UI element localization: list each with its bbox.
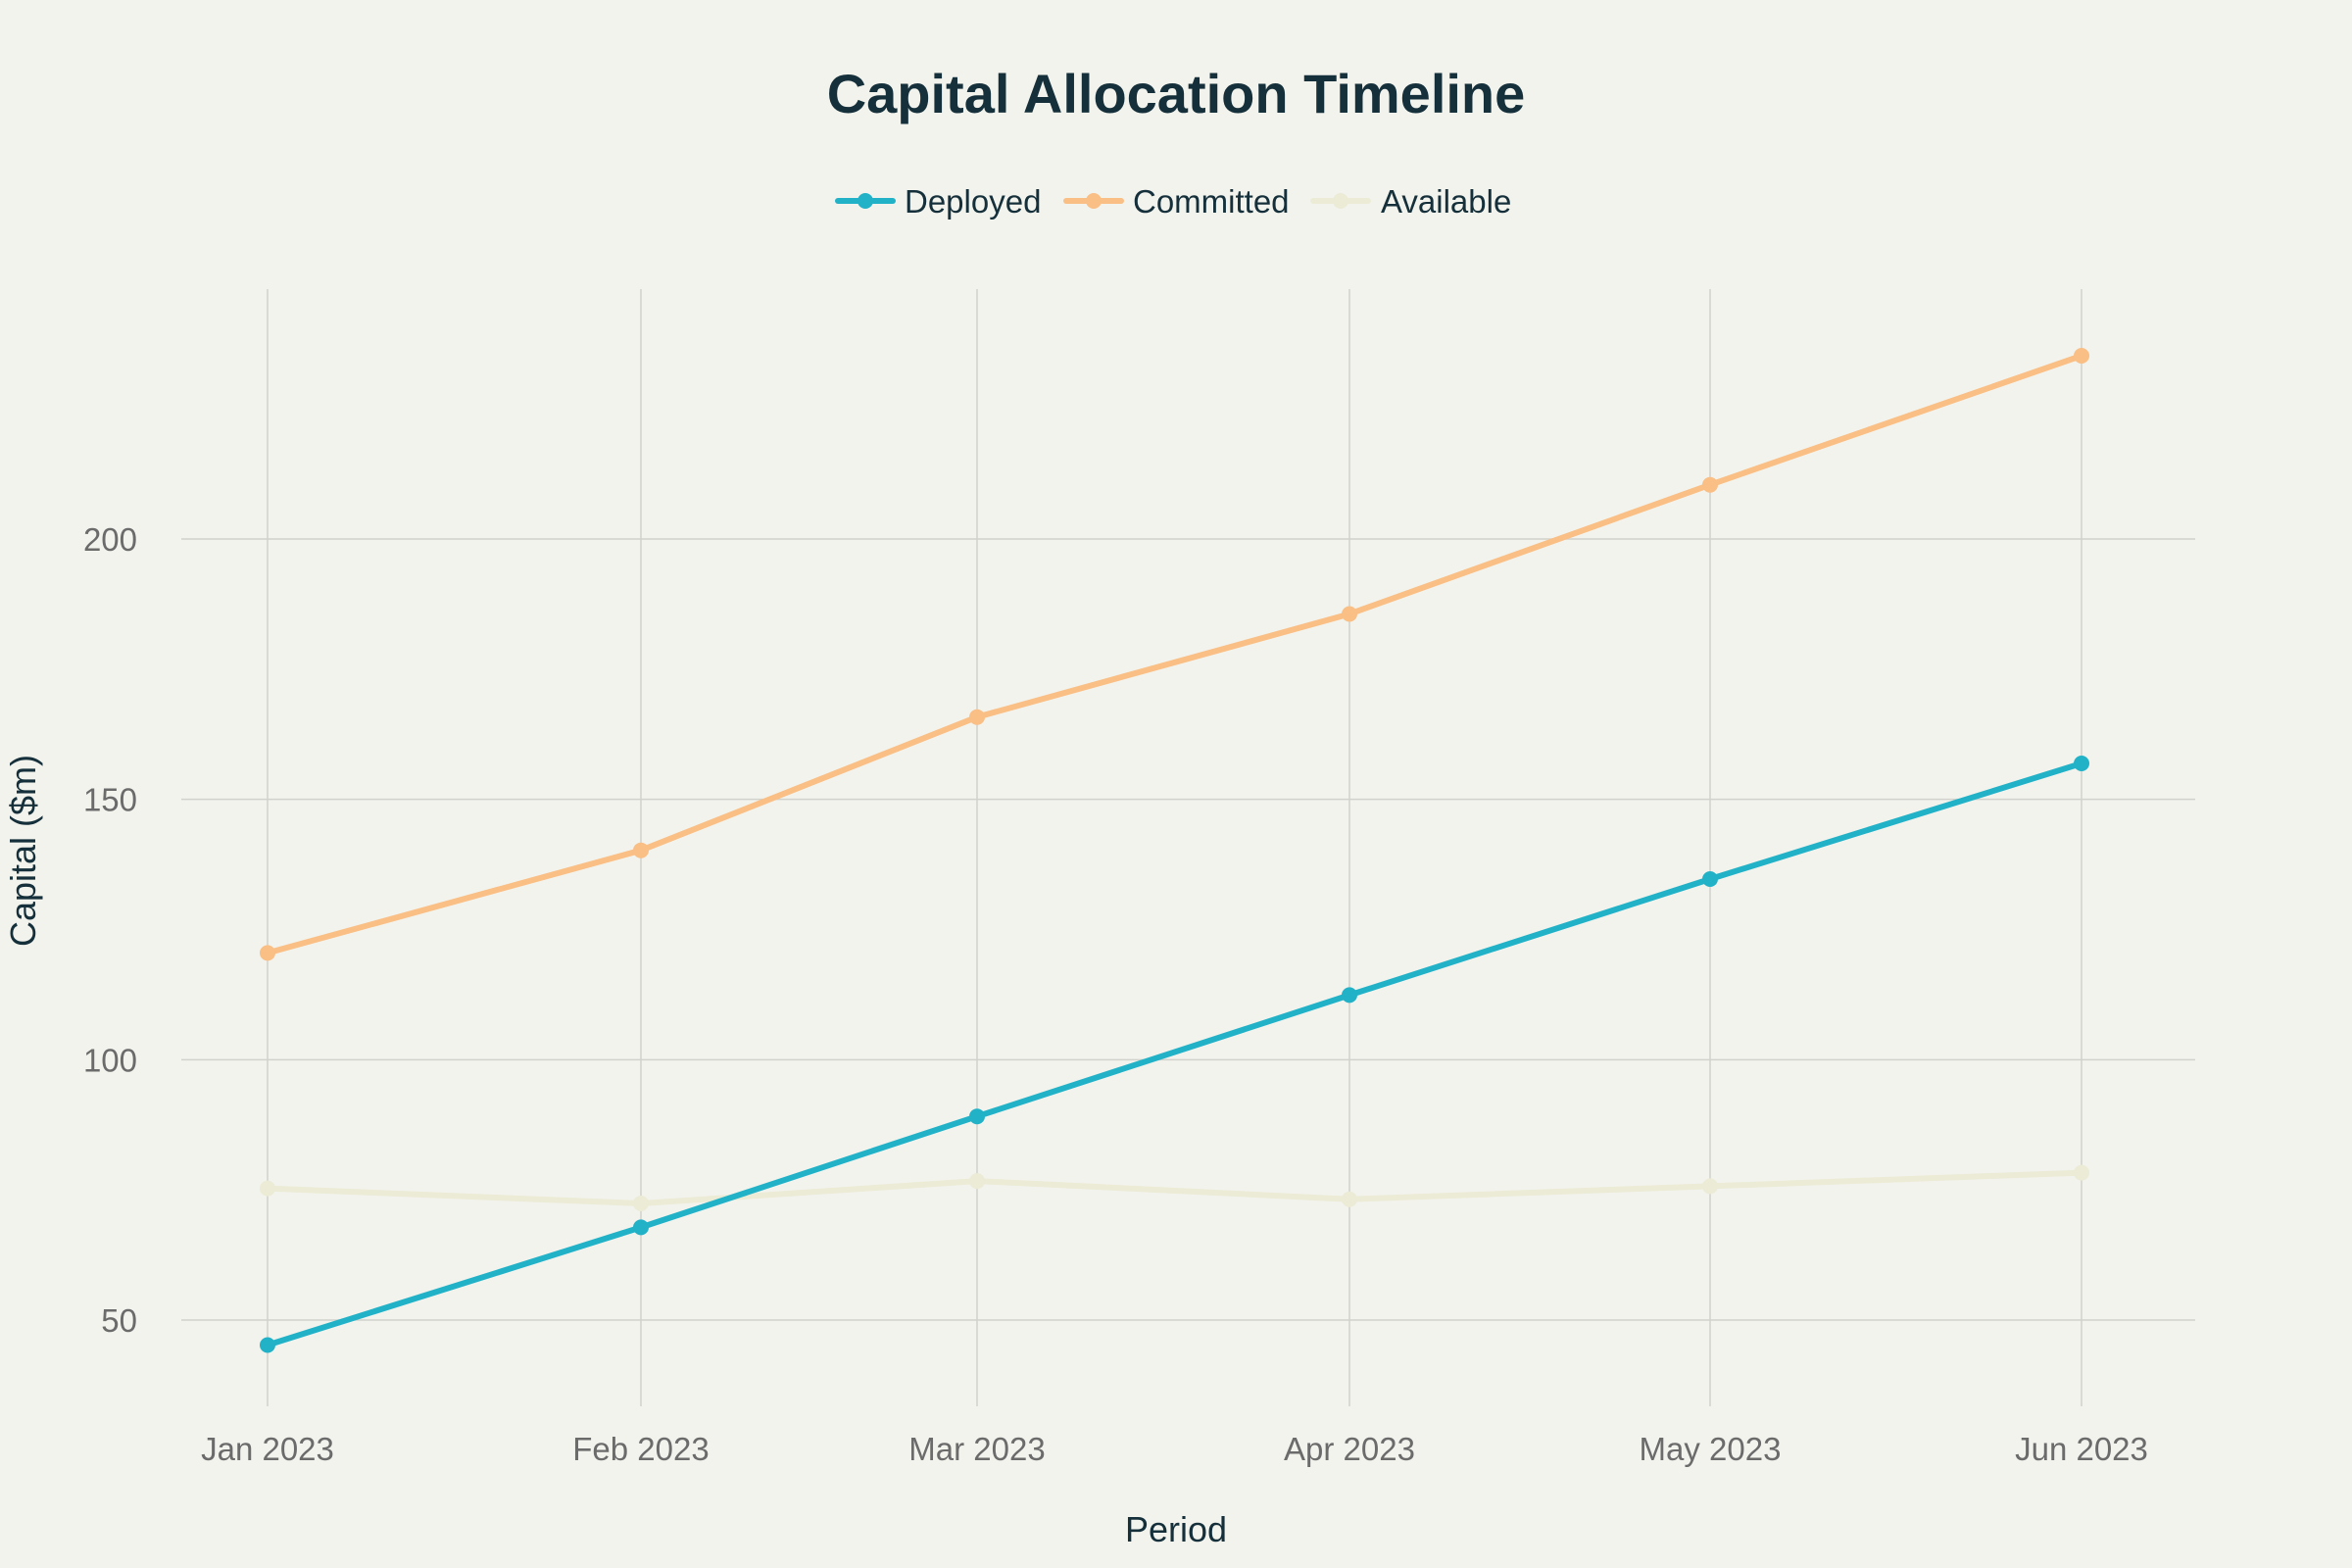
data-point[interactable] xyxy=(969,1108,985,1125)
data-point[interactable] xyxy=(633,1219,649,1236)
legend-item-available[interactable]: Available xyxy=(1310,183,1511,220)
y-tick-label: 100 xyxy=(83,1042,137,1078)
grid xyxy=(181,289,2195,1406)
legend-marker xyxy=(1086,193,1102,209)
data-point[interactable] xyxy=(1702,476,1718,493)
data-point[interactable] xyxy=(633,842,649,858)
x-axis-title: Period xyxy=(1125,1509,1227,1549)
data-point[interactable] xyxy=(260,1180,275,1197)
axis-ticks: Jan 2023 Feb 2023 Mar 2023 Apr 2023 May 2023… xyxy=(83,521,2148,1467)
y-tick-label: 150 xyxy=(83,782,137,818)
chart-title: Capital Allocation Timeline xyxy=(827,63,1526,124)
series-line xyxy=(265,353,2084,956)
x-tick-label: May 2023 xyxy=(1640,1431,1782,1467)
x-tick-label: Jun 2023 xyxy=(2015,1431,2148,1467)
x-tick-label: Jan 2023 xyxy=(201,1431,334,1467)
plot-area xyxy=(260,348,2089,1353)
data-point[interactable] xyxy=(1342,1191,1357,1207)
data-point[interactable] xyxy=(260,945,275,961)
legend-label: Available xyxy=(1381,183,1511,220)
data-point[interactable] xyxy=(969,1173,985,1190)
x-tick-label: Apr 2023 xyxy=(1284,1431,1415,1467)
series-available xyxy=(260,1164,2089,1211)
x-tick-label: Feb 2023 xyxy=(572,1431,709,1467)
y-tick-label: 50 xyxy=(101,1302,137,1339)
legend-marker xyxy=(858,193,873,209)
legend-item-committed[interactable]: Committed xyxy=(1063,183,1290,220)
y-axis-title: Capital ($m) xyxy=(3,755,43,947)
y-tick-label: 200 xyxy=(83,521,137,558)
data-point[interactable] xyxy=(2074,1164,2089,1181)
legend-label: Deployed xyxy=(905,183,1041,220)
legend: Deployed Committed Available xyxy=(835,183,1511,220)
legend-item-deployed[interactable]: Deployed xyxy=(835,183,1041,220)
x-tick-label: Mar 2023 xyxy=(908,1431,1045,1467)
data-point[interactable] xyxy=(2074,348,2089,364)
data-point[interactable] xyxy=(1342,987,1357,1004)
legend-marker xyxy=(1333,193,1348,209)
data-point[interactable] xyxy=(969,709,985,725)
data-point[interactable] xyxy=(1702,1178,1718,1195)
legend-label: Committed xyxy=(1133,183,1290,220)
data-point[interactable] xyxy=(1702,871,1718,887)
data-point[interactable] xyxy=(2074,756,2089,771)
data-point[interactable] xyxy=(633,1196,649,1211)
data-point[interactable] xyxy=(260,1337,275,1353)
series-line xyxy=(265,760,2084,1348)
series-deployed xyxy=(260,756,2089,1353)
series-line xyxy=(265,1169,2084,1206)
series-committed xyxy=(260,348,2089,961)
data-point[interactable] xyxy=(1342,606,1357,622)
